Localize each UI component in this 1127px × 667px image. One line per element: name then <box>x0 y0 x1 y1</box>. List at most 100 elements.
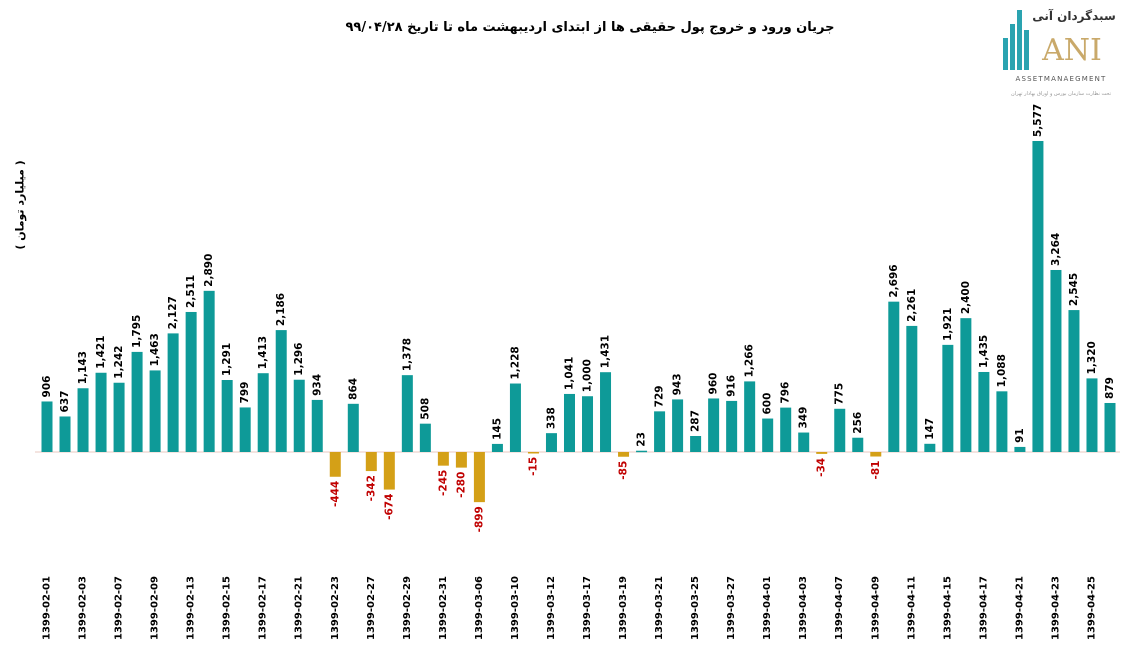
data-label: -15 <box>527 457 539 476</box>
x-tick-label: 1399-04-09 <box>870 576 881 640</box>
bar <box>509 383 521 452</box>
bar <box>672 399 684 452</box>
logo-tagline: ASSETMANAEGMENT <box>1015 75 1106 83</box>
data-label: 256 <box>852 412 864 434</box>
x-tick-label: 1399-04-23 <box>1050 576 1061 640</box>
data-label: 729 <box>654 385 666 407</box>
x-tick-label: 1399-04-11 <box>906 576 917 640</box>
data-label: -85 <box>618 461 630 480</box>
data-label: 1,413 <box>257 336 269 369</box>
data-label: 2,186 <box>275 293 287 326</box>
bar <box>852 437 864 452</box>
data-label: 1,320 <box>1086 341 1098 374</box>
bar <box>383 452 395 490</box>
data-label: 147 <box>924 418 936 440</box>
bar <box>401 375 413 452</box>
data-label: 287 <box>690 410 702 432</box>
bar <box>690 435 702 452</box>
bar <box>419 423 431 452</box>
x-tick-label: 1399-04-07 <box>834 576 845 640</box>
x-tick-label: 1399-03-25 <box>690 576 701 640</box>
x-tick-label: 1399-02-21 <box>294 576 305 640</box>
bar <box>77 388 89 452</box>
data-label: 2,127 <box>167 296 179 329</box>
logo-en-text: ANI <box>1041 33 1102 68</box>
bar <box>311 399 323 452</box>
bar <box>960 318 972 452</box>
x-tick-label: 1399-04-21 <box>1014 576 1025 640</box>
bar <box>708 398 720 452</box>
data-label: -280 <box>455 472 467 498</box>
bar <box>762 418 774 452</box>
x-tick-label: 1399-02-17 <box>258 576 269 640</box>
data-label: 2,545 <box>1068 273 1080 306</box>
bar <box>618 452 630 457</box>
x-tick-label: 1399-04-17 <box>978 576 989 640</box>
bar <box>113 382 125 452</box>
bar <box>636 450 648 453</box>
x-tick-label: 1399-04-15 <box>942 576 953 640</box>
bar <box>1086 378 1098 452</box>
bar <box>491 443 503 452</box>
data-label: 934 <box>311 374 323 396</box>
bar <box>942 344 954 452</box>
data-label: 1,228 <box>509 346 521 379</box>
x-tick-label: 1399-03-12 <box>546 576 557 640</box>
x-tick-label: 1399-03-10 <box>510 576 521 640</box>
bar <box>582 396 594 452</box>
data-label: -899 <box>473 506 485 532</box>
data-label: 1,921 <box>942 308 954 341</box>
data-label: 864 <box>347 378 359 400</box>
x-tick-label: 1399-02-01 <box>42 576 53 640</box>
bar <box>527 452 539 454</box>
bar <box>95 372 107 452</box>
bar <box>455 452 467 468</box>
data-label: 943 <box>672 373 684 395</box>
data-label: 91 <box>1014 428 1026 443</box>
logo-bar-shape <box>1017 10 1022 70</box>
x-tick-label: 1399-02-31 <box>438 576 449 640</box>
data-label: 338 <box>545 407 557 429</box>
data-label: 1,291 <box>221 343 233 376</box>
data-label: 2,890 <box>203 254 215 287</box>
logo-fa-text: سبدگردان آنی <box>1032 8 1116 23</box>
bar <box>816 452 828 454</box>
bar <box>329 452 341 477</box>
bar <box>365 452 377 472</box>
data-label: 2,696 <box>888 264 900 297</box>
x-tick-label: 1399-02-07 <box>114 576 125 640</box>
x-tick-label: 1399-03-19 <box>618 576 629 640</box>
data-label: 879 <box>1104 377 1116 399</box>
data-label: 1,463 <box>149 333 161 366</box>
x-tick-label: 1399-04-03 <box>798 576 809 640</box>
x-tick-label: 1399-03-27 <box>726 576 737 640</box>
data-label: 1,421 <box>95 336 107 369</box>
data-label: 349 <box>798 407 810 429</box>
x-tick-label: 1399-02-23 <box>330 576 341 640</box>
data-label: 3,264 <box>1050 233 1062 266</box>
bar <box>41 401 53 452</box>
bar <box>996 391 1008 452</box>
data-label: 145 <box>491 418 503 440</box>
bar <box>1032 141 1044 452</box>
bar <box>563 393 575 452</box>
x-tick-label: 1399-02-03 <box>78 576 89 640</box>
data-label: 600 <box>762 393 774 415</box>
logo-subtitle: تحت نظارت سازمان بورس و اوراق بهادار تهر… <box>1011 91 1112 97</box>
bar <box>870 452 882 457</box>
bar <box>726 400 738 452</box>
bar <box>798 432 810 452</box>
data-label: 960 <box>708 373 720 395</box>
data-label: 1,431 <box>600 335 612 368</box>
bar <box>221 380 233 452</box>
bar <box>834 408 846 452</box>
bar <box>473 452 485 503</box>
bar <box>131 351 143 452</box>
logo-bar-shape <box>1010 24 1015 70</box>
x-tick-label: 1399-02-13 <box>186 576 197 640</box>
bar <box>888 301 900 452</box>
bar <box>1104 402 1116 452</box>
bar <box>185 311 197 452</box>
data-label: -34 <box>816 458 828 477</box>
